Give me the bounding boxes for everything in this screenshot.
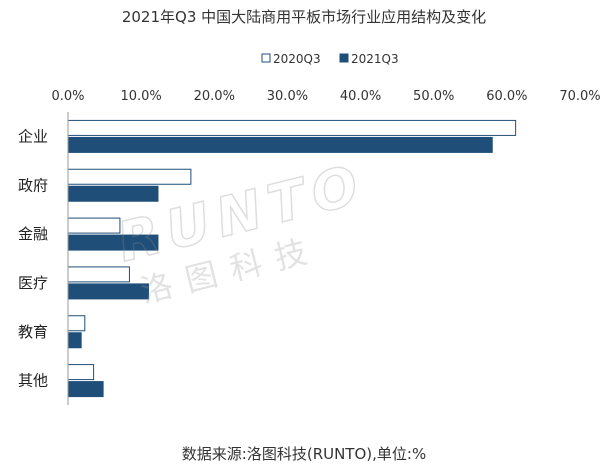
legend-label-2020Q3: 2020Q3 (273, 52, 321, 66)
x-tick-label: 60.0% (486, 89, 527, 104)
legend-swatch-2021Q3 (339, 53, 349, 63)
x-axis-ticks: 0.0% 10.0% 20.0% 30.0% 40.0% 50.0% 60.0% 70.0% (51, 89, 600, 104)
category-label-教育: 教育 (18, 323, 48, 341)
x-tick-label: 40.0% (340, 89, 381, 104)
x-tick-label: 30.0% (267, 89, 308, 104)
source-note: 数据来源:洛图科技(RUNTO),单位:% (181, 445, 427, 463)
category-label-政府: 政府 (18, 176, 48, 194)
legend: 2020Q3 2021Q3 (261, 52, 399, 66)
chart-title: 2021年Q3 中国大陆商用平板市场行业应用结构及变化 (121, 8, 487, 26)
x-tick-label: 50.0% (413, 89, 454, 104)
bar-2021Q3-其他 (67, 381, 104, 398)
bar-2021Q3-企业 (67, 136, 493, 153)
bar-2021Q3-医疗 (67, 283, 149, 300)
category-label-其他: 其他 (18, 372, 48, 390)
x-tick-label: 0.0% (51, 89, 84, 104)
legend-label-2021Q3: 2021Q3 (351, 52, 399, 66)
bar-2020Q3-教育 (67, 315, 86, 332)
bar-2020Q3-医疗 (67, 266, 130, 283)
bar-2020Q3-政府 (67, 168, 192, 185)
bar-2021Q3-政府 (67, 185, 159, 202)
bar-2020Q3-其他 (67, 364, 95, 381)
category-label-金融: 金融 (18, 225, 48, 243)
x-tick-label: 10.0% (120, 89, 161, 104)
bar-2020Q3-企业 (67, 119, 517, 136)
legend-swatch-2020Q3 (261, 53, 271, 63)
x-tick-label: 20.0% (194, 89, 235, 104)
x-tick-label: 70.0% (559, 89, 600, 104)
category-label-医疗: 医疗 (18, 274, 48, 292)
category-label-企业: 企业 (18, 127, 48, 145)
bar-2021Q3-教育 (67, 332, 82, 349)
